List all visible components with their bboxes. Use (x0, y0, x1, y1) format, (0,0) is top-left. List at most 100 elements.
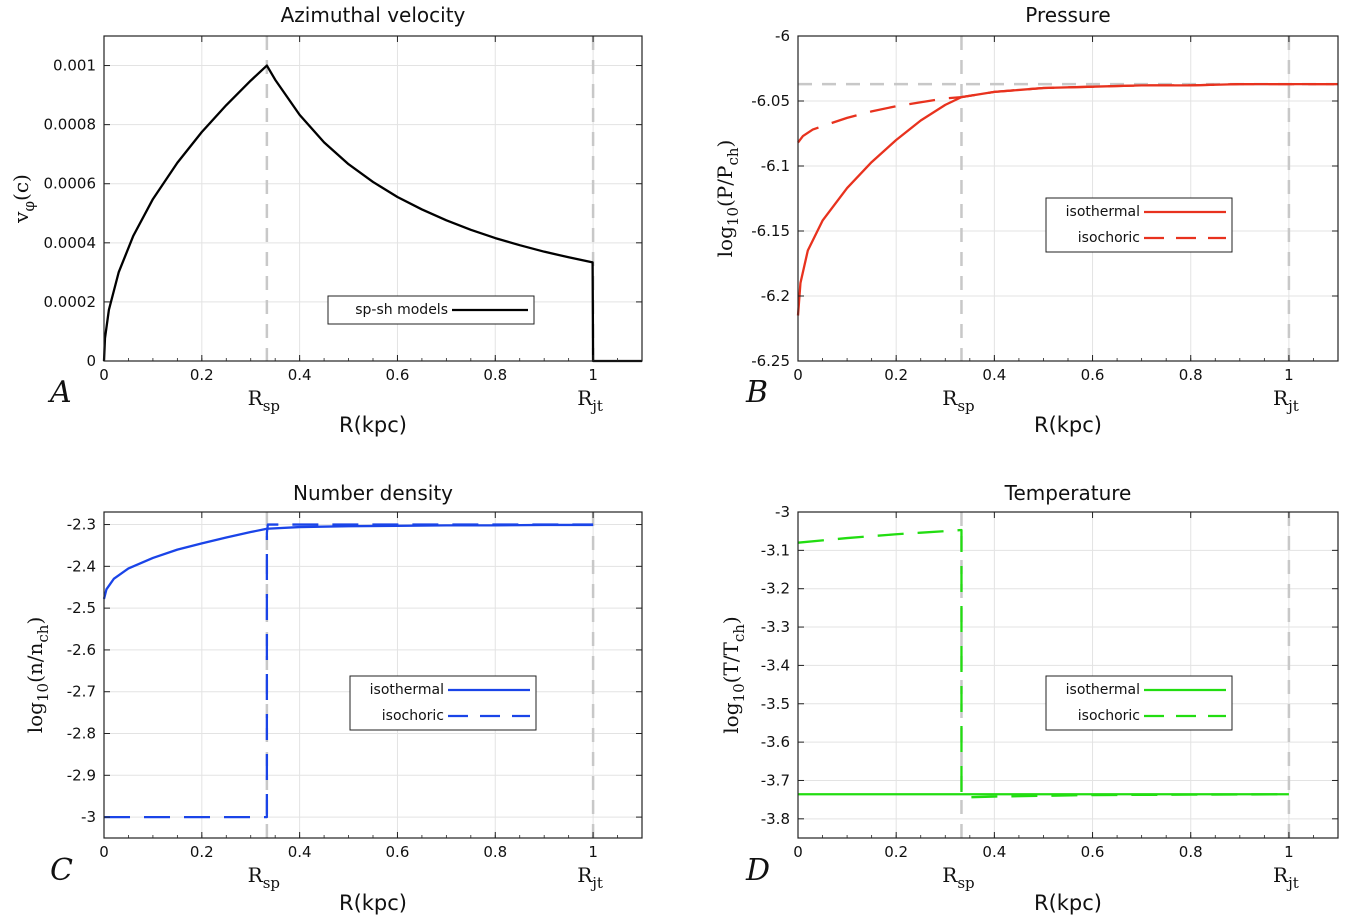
marker-label-main: R (942, 863, 958, 887)
marker-label-sub: jt (590, 397, 603, 415)
y-axis-label: log10(T/Tch) (719, 616, 748, 733)
x-tick-label: 0.4 (288, 366, 312, 384)
y-tick-label: -3.1 (761, 541, 790, 559)
y-tick-label: -3.2 (761, 580, 790, 598)
y-tick-label: 0.0004 (44, 234, 97, 252)
marker-label-sp: Rsp (942, 386, 974, 415)
legend: sp-sh models (327, 295, 535, 325)
y-label-end: ) (719, 616, 743, 624)
chart-panel-c: 0 0.2 0.4 0.6 0.8 1 -3 -2.9 -2.8 -2.7 -2.6 -2.5 -2.4… (23, 481, 643, 915)
y-label-end: ) (23, 617, 47, 625)
series-line-isothermal (102, 523, 594, 600)
y-label-main: log (719, 702, 743, 733)
y-tick-label: 0 (86, 352, 96, 370)
series-line-sp-sh-models (102, 64, 642, 363)
marker-label-main: R (942, 386, 958, 410)
y-tick-label: -6.2 (761, 287, 790, 305)
marker-label-sub: jt (1286, 874, 1299, 892)
marker-label-sp: Rsp (248, 386, 280, 415)
y-axis-label: vφ(c) (9, 174, 38, 224)
y-tick-label: -6.25 (751, 352, 790, 370)
y-tick-label: -3 (81, 808, 96, 826)
y-tick-label: -3.8 (761, 810, 790, 828)
panel-letter: C (50, 853, 73, 888)
marker-label-sub: jt (590, 874, 603, 892)
y-label-tail: (P/P (713, 166, 737, 207)
x-tick-label: 0.2 (884, 366, 908, 384)
marker-label-sub: sp (957, 397, 974, 415)
marker-label-main: R (1273, 863, 1289, 887)
y-tick-label: -2.5 (67, 599, 96, 617)
x-tick-label: 0.6 (1081, 843, 1105, 861)
y-label-tail: (c) (9, 174, 33, 201)
x-axis-label: R(kpc) (339, 891, 407, 915)
y-tick-label: -3.3 (761, 618, 790, 636)
panel-letter: A (47, 375, 72, 410)
marker-label-sp: Rsp (942, 863, 974, 892)
y-tick-label: -3 (775, 503, 790, 521)
legend-label: isothermal (1066, 682, 1140, 698)
marker-label-sub: sp (263, 874, 280, 892)
y-tick-label: -6 (775, 27, 790, 45)
legend-label: isothermal (1066, 204, 1140, 220)
marker-label-jt: Rjt (1273, 863, 1299, 892)
x-tick-label: 1 (588, 366, 598, 384)
y-label-tail: (n/n (23, 643, 47, 683)
legend: isothermal isochoric (1045, 197, 1233, 253)
y-tick-label: -3.6 (761, 733, 790, 751)
y-tick-label: -6.15 (751, 222, 790, 240)
marker-label-main: R (577, 863, 593, 887)
y-tick-label: -3.5 (761, 695, 790, 713)
x-tick-label: 0.8 (483, 843, 507, 861)
plot-frame (103, 511, 643, 839)
x-tick-label: 0.2 (190, 843, 214, 861)
marker-label-jt: Rjt (577, 863, 603, 892)
series-line-isochoric (104, 523, 594, 819)
y-tick-label: -3.7 (761, 771, 790, 789)
legend: isothermal isochoric (349, 675, 537, 731)
chart-title: Number density (293, 481, 453, 505)
y-tick-label: -2.3 (67, 516, 96, 534)
chart-title: Temperature (1004, 481, 1132, 505)
y-label-sub2: ch (34, 624, 52, 642)
x-tick-label: 0 (793, 843, 803, 861)
chart-panel-d: 0 0.2 0.4 0.6 0.8 1 -3.8 -3.7 -3.6 -3.5 -3.4 -3.3 -3… (719, 481, 1339, 915)
y-label-main: v (9, 211, 33, 224)
x-tick-label: 0 (99, 366, 109, 384)
marker-label-jt: Rjt (1273, 386, 1299, 415)
chart-title: Pressure (1025, 3, 1110, 27)
x-tick-label: 1 (1284, 366, 1294, 384)
x-tick-label: 1 (588, 843, 598, 861)
marker-label-sp: Rsp (248, 863, 280, 892)
marker-label-sub: jt (1286, 397, 1299, 415)
y-label-sub2: ch (730, 624, 748, 642)
legend-label: sp-sh models (355, 302, 448, 318)
marker-label-main: R (1273, 386, 1289, 410)
legend-box (349, 675, 537, 731)
marker-label-sub: sp (263, 397, 280, 415)
marker-label-main: R (248, 386, 264, 410)
x-tick-label: 0.2 (884, 843, 908, 861)
x-axis-label: R(kpc) (1034, 891, 1102, 915)
y-tick-label: 0.001 (53, 57, 96, 75)
x-tick-label: 0.4 (982, 366, 1006, 384)
legend-label: isochoric (1078, 230, 1140, 246)
x-tick-label: 0.6 (386, 366, 410, 384)
chart-panel-b: 0 0.2 0.4 0.6 0.8 1 -6.25 -6.2 -6.15 -6.1 -6.05 -6 R… (713, 3, 1339, 437)
legend-label: isothermal (370, 682, 444, 698)
y-label-sub: 10 (724, 207, 742, 226)
y-label-sub: φ (20, 201, 38, 212)
x-tick-label: 0.8 (1179, 366, 1203, 384)
y-label-main: log (23, 702, 47, 733)
y-label-sub: 10 (730, 683, 748, 702)
y-tick-label: -2.8 (67, 725, 96, 743)
marker-label-main: R (577, 386, 593, 410)
x-axis-label: R(kpc) (339, 413, 407, 437)
x-tick-label: 1 (1284, 843, 1294, 861)
y-axis-label: log10(P/Pch) (713, 140, 742, 258)
y-tick-label: -6.05 (751, 92, 790, 110)
x-tick-label: 0.6 (1081, 366, 1105, 384)
x-tick-label: 0.2 (190, 366, 214, 384)
marker-label-main: R (248, 863, 264, 887)
y-label-main: log (713, 226, 737, 257)
